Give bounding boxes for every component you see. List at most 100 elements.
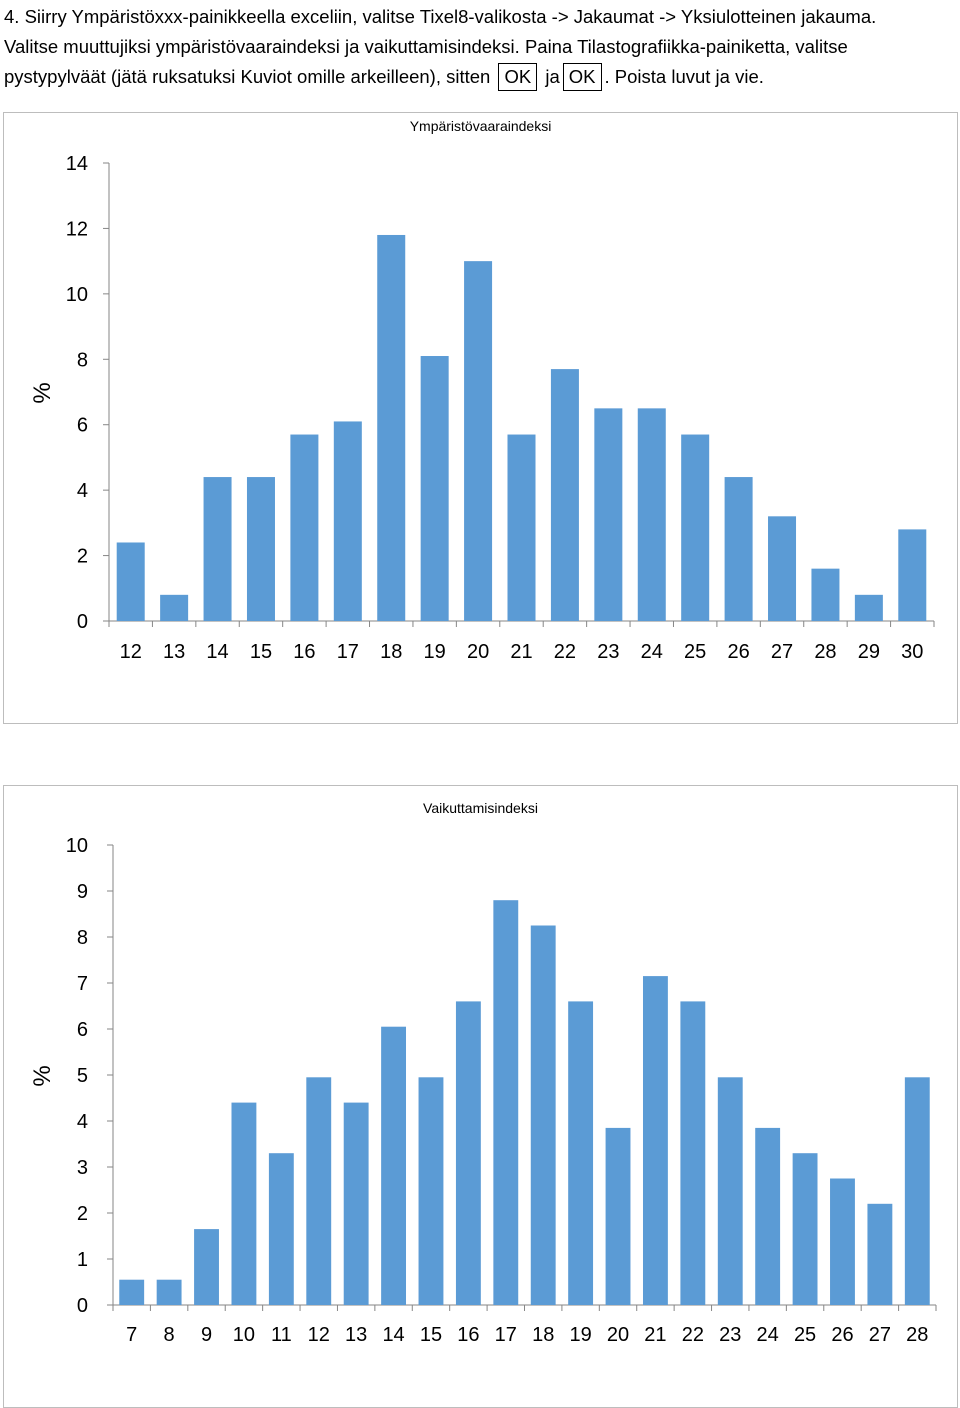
bar-19 [568,1001,594,1305]
bar-17 [333,421,362,621]
bar-11 [268,1153,294,1305]
y-axis-label: % [29,382,56,403]
y-tick-label: 8 [77,349,88,371]
x-tick-label: 16 [457,1324,479,1346]
bar-18 [530,925,556,1305]
chart-title: Vaikuttamisindeksi [423,800,538,816]
bar-14 [203,477,232,621]
x-tick-label: 11 [271,1324,292,1346]
x-tick-label: 12 [120,641,142,663]
bar-30 [898,529,927,621]
bar-16 [290,434,319,621]
bar-27 [867,1203,893,1305]
bar-23 [594,408,623,621]
instruction-line-2: Valitse muuttujiksi ympäristövaaraindeks… [4,36,848,57]
x-tick-label: 20 [467,641,489,663]
y-tick-label: 2 [77,546,88,568]
bar-24 [637,408,666,621]
x-tick-label: 7 [126,1324,137,1346]
x-tick-label: 17 [495,1324,517,1346]
x-tick-label: 8 [164,1324,175,1346]
x-tick-label: 16 [293,641,315,663]
bar-18 [377,234,406,621]
y-tick-label: 0 [77,1295,88,1317]
bar-17 [493,900,519,1305]
bar-21 [642,976,668,1305]
x-tick-label: 23 [597,641,619,663]
x-tick-label: 13 [163,641,185,663]
ok-button-2[interactable]: OK [562,63,602,91]
bar-16 [455,1001,481,1305]
y-tick-label: 10 [66,835,88,857]
chart-title: Ympäristövaaraindeksi [410,118,552,134]
x-tick-label: 19 [569,1324,591,1346]
bar-12 [116,542,145,621]
x-tick-label: 20 [607,1324,629,1346]
x-tick-label: 15 [420,1324,442,1346]
x-tick-label: 28 [814,641,836,663]
instruction-line-3-end: . Poista luvut ja vie. [604,66,764,87]
bar-22 [680,1001,706,1305]
x-tick-label: 24 [757,1324,779,1346]
x-tick-label: 14 [206,641,228,663]
bar-28 [904,1077,930,1305]
x-tick-label: 27 [771,641,793,663]
bar-10 [231,1102,257,1305]
bar-15 [418,1077,444,1305]
instruction-ja: ja [545,66,560,87]
x-tick-label: 17 [337,641,359,663]
y-tick-label: 6 [77,1019,88,1041]
chart-vaikuttamisindeksi: Vaikuttamisindeksi% 0 1 2 3 4 5 6 7 8 9 10 7 8 9 10 11 12… [3,785,958,1408]
bar-29 [854,594,883,621]
bar-13 [160,594,189,621]
bar-20 [464,261,493,621]
y-axis-label: % [29,1065,56,1086]
bar-21 [507,434,536,621]
bar-27 [768,516,797,621]
y-tick-label: 2 [77,1203,88,1225]
bar-20 [605,1127,631,1305]
x-tick-label: 26 [831,1324,853,1346]
x-tick-label: 10 [233,1324,255,1346]
bar-7 [119,1279,145,1305]
y-tick-label: 10 [66,284,88,306]
y-tick-label: 0 [77,611,88,633]
bar-24 [755,1127,781,1305]
bar-23 [717,1077,743,1305]
x-tick-label: 27 [869,1324,891,1346]
x-tick-label: 18 [380,641,402,663]
y-tick-label: 7 [77,973,88,995]
bar-9 [194,1229,219,1305]
bar-26 [830,1178,855,1305]
x-tick-label: 9 [201,1324,212,1346]
x-tick-label: 18 [532,1324,554,1346]
bar-8 [156,1279,182,1305]
y-tick-label: 14 [66,153,88,175]
y-tick-label: 4 [77,1111,88,1133]
instruction-line-3: pystypylväät (jätä ruksatuksi Kuviot omi… [4,62,956,92]
y-tick-label: 5 [77,1065,88,1087]
x-tick-label: 24 [641,641,663,663]
bar-13 [343,1102,369,1305]
x-tick-label: 25 [684,641,706,663]
bar-25 [681,434,710,621]
x-tick-label: 15 [250,641,272,663]
x-tick-label: 25 [794,1324,816,1346]
x-tick-label: 30 [901,641,923,663]
x-tick-label: 22 [682,1324,704,1346]
x-tick-label: 12 [308,1324,330,1346]
ok-button-1[interactable]: OK [498,63,538,91]
bar-12 [306,1077,332,1305]
x-tick-label: 14 [382,1324,404,1346]
bar-26 [724,477,753,621]
x-tick-label: 21 [510,641,532,663]
x-tick-label: 21 [644,1324,666,1346]
y-tick-label: 4 [77,480,88,502]
chart-ymparistovaaraindeksi: Ympäristövaaraindeksi% 0 2 4 6 8 10 12 14 12 13 14 1… [3,112,958,724]
x-tick-label: 23 [719,1324,741,1346]
bar-25 [792,1153,818,1305]
bar-22 [550,369,579,621]
x-tick-label: 28 [906,1324,928,1346]
